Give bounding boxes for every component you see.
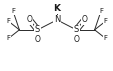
Text: S: S — [35, 25, 40, 34]
Text: F: F — [102, 35, 107, 41]
Text: F: F — [98, 8, 102, 14]
Text: S: S — [73, 25, 78, 34]
Text: F: F — [11, 8, 15, 14]
Text: O: O — [73, 35, 79, 44]
Text: N: N — [53, 15, 60, 24]
Text: K: K — [53, 4, 60, 13]
Text: O: O — [34, 35, 40, 44]
Text: F: F — [6, 18, 11, 24]
Text: F: F — [102, 18, 107, 24]
Text: O: O — [26, 15, 32, 24]
Text: F: F — [6, 35, 11, 41]
Text: O: O — [81, 15, 87, 24]
